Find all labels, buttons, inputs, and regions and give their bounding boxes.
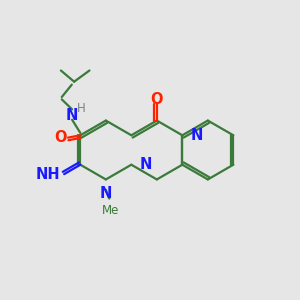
Text: N: N xyxy=(100,186,112,201)
Text: O: O xyxy=(151,92,163,106)
Text: Me: Me xyxy=(102,205,119,218)
Text: N: N xyxy=(140,157,152,172)
Text: N: N xyxy=(66,108,78,123)
Text: H: H xyxy=(77,102,86,115)
Text: O: O xyxy=(54,130,67,145)
Text: NH: NH xyxy=(36,167,61,182)
Text: N: N xyxy=(190,128,203,143)
